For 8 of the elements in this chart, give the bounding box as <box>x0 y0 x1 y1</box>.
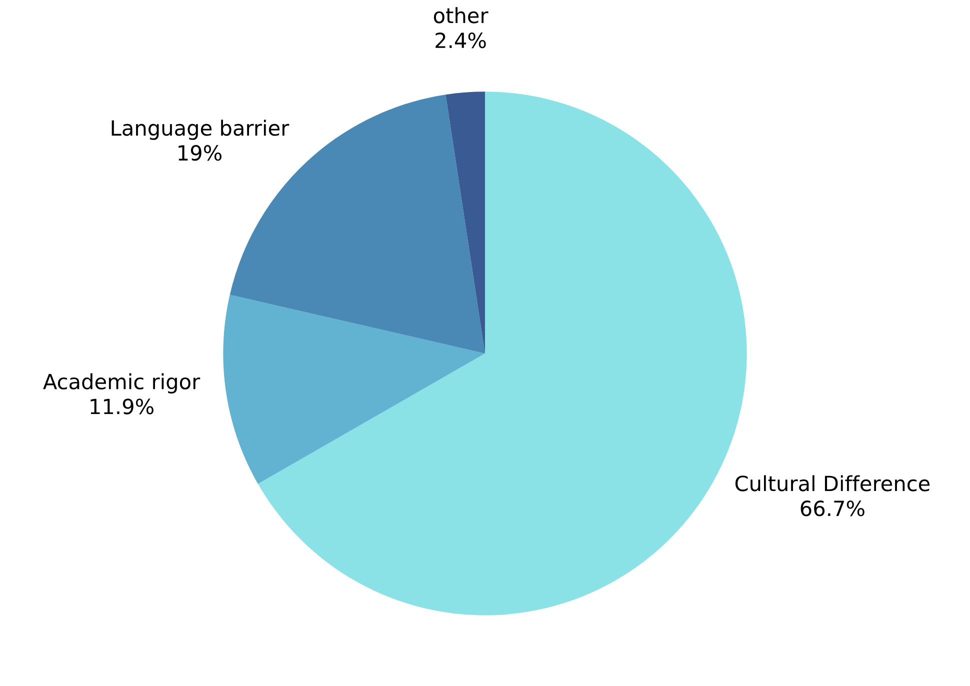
data-label: 2.4% <box>436 32 486 48</box>
slice-label: other <box>434 7 488 24</box>
data-label: 66.7% <box>800 500 864 516</box>
data-label: 19% <box>178 145 222 161</box>
slice-label: Language barrier <box>112 120 290 140</box>
slice-label: Cultural Difference <box>735 475 930 492</box>
slice-label: Academic rigor <box>43 373 200 394</box>
data-label: 11.9% <box>90 398 154 414</box>
